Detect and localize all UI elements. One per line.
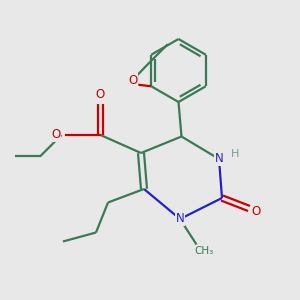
Text: N: N (176, 212, 184, 226)
Text: H: H (231, 149, 240, 160)
Text: CH₃: CH₃ (194, 246, 214, 256)
Text: O: O (252, 205, 261, 218)
Text: O: O (51, 128, 60, 142)
Text: O: O (129, 74, 138, 87)
Text: O: O (96, 88, 105, 101)
Text: N: N (214, 152, 224, 166)
